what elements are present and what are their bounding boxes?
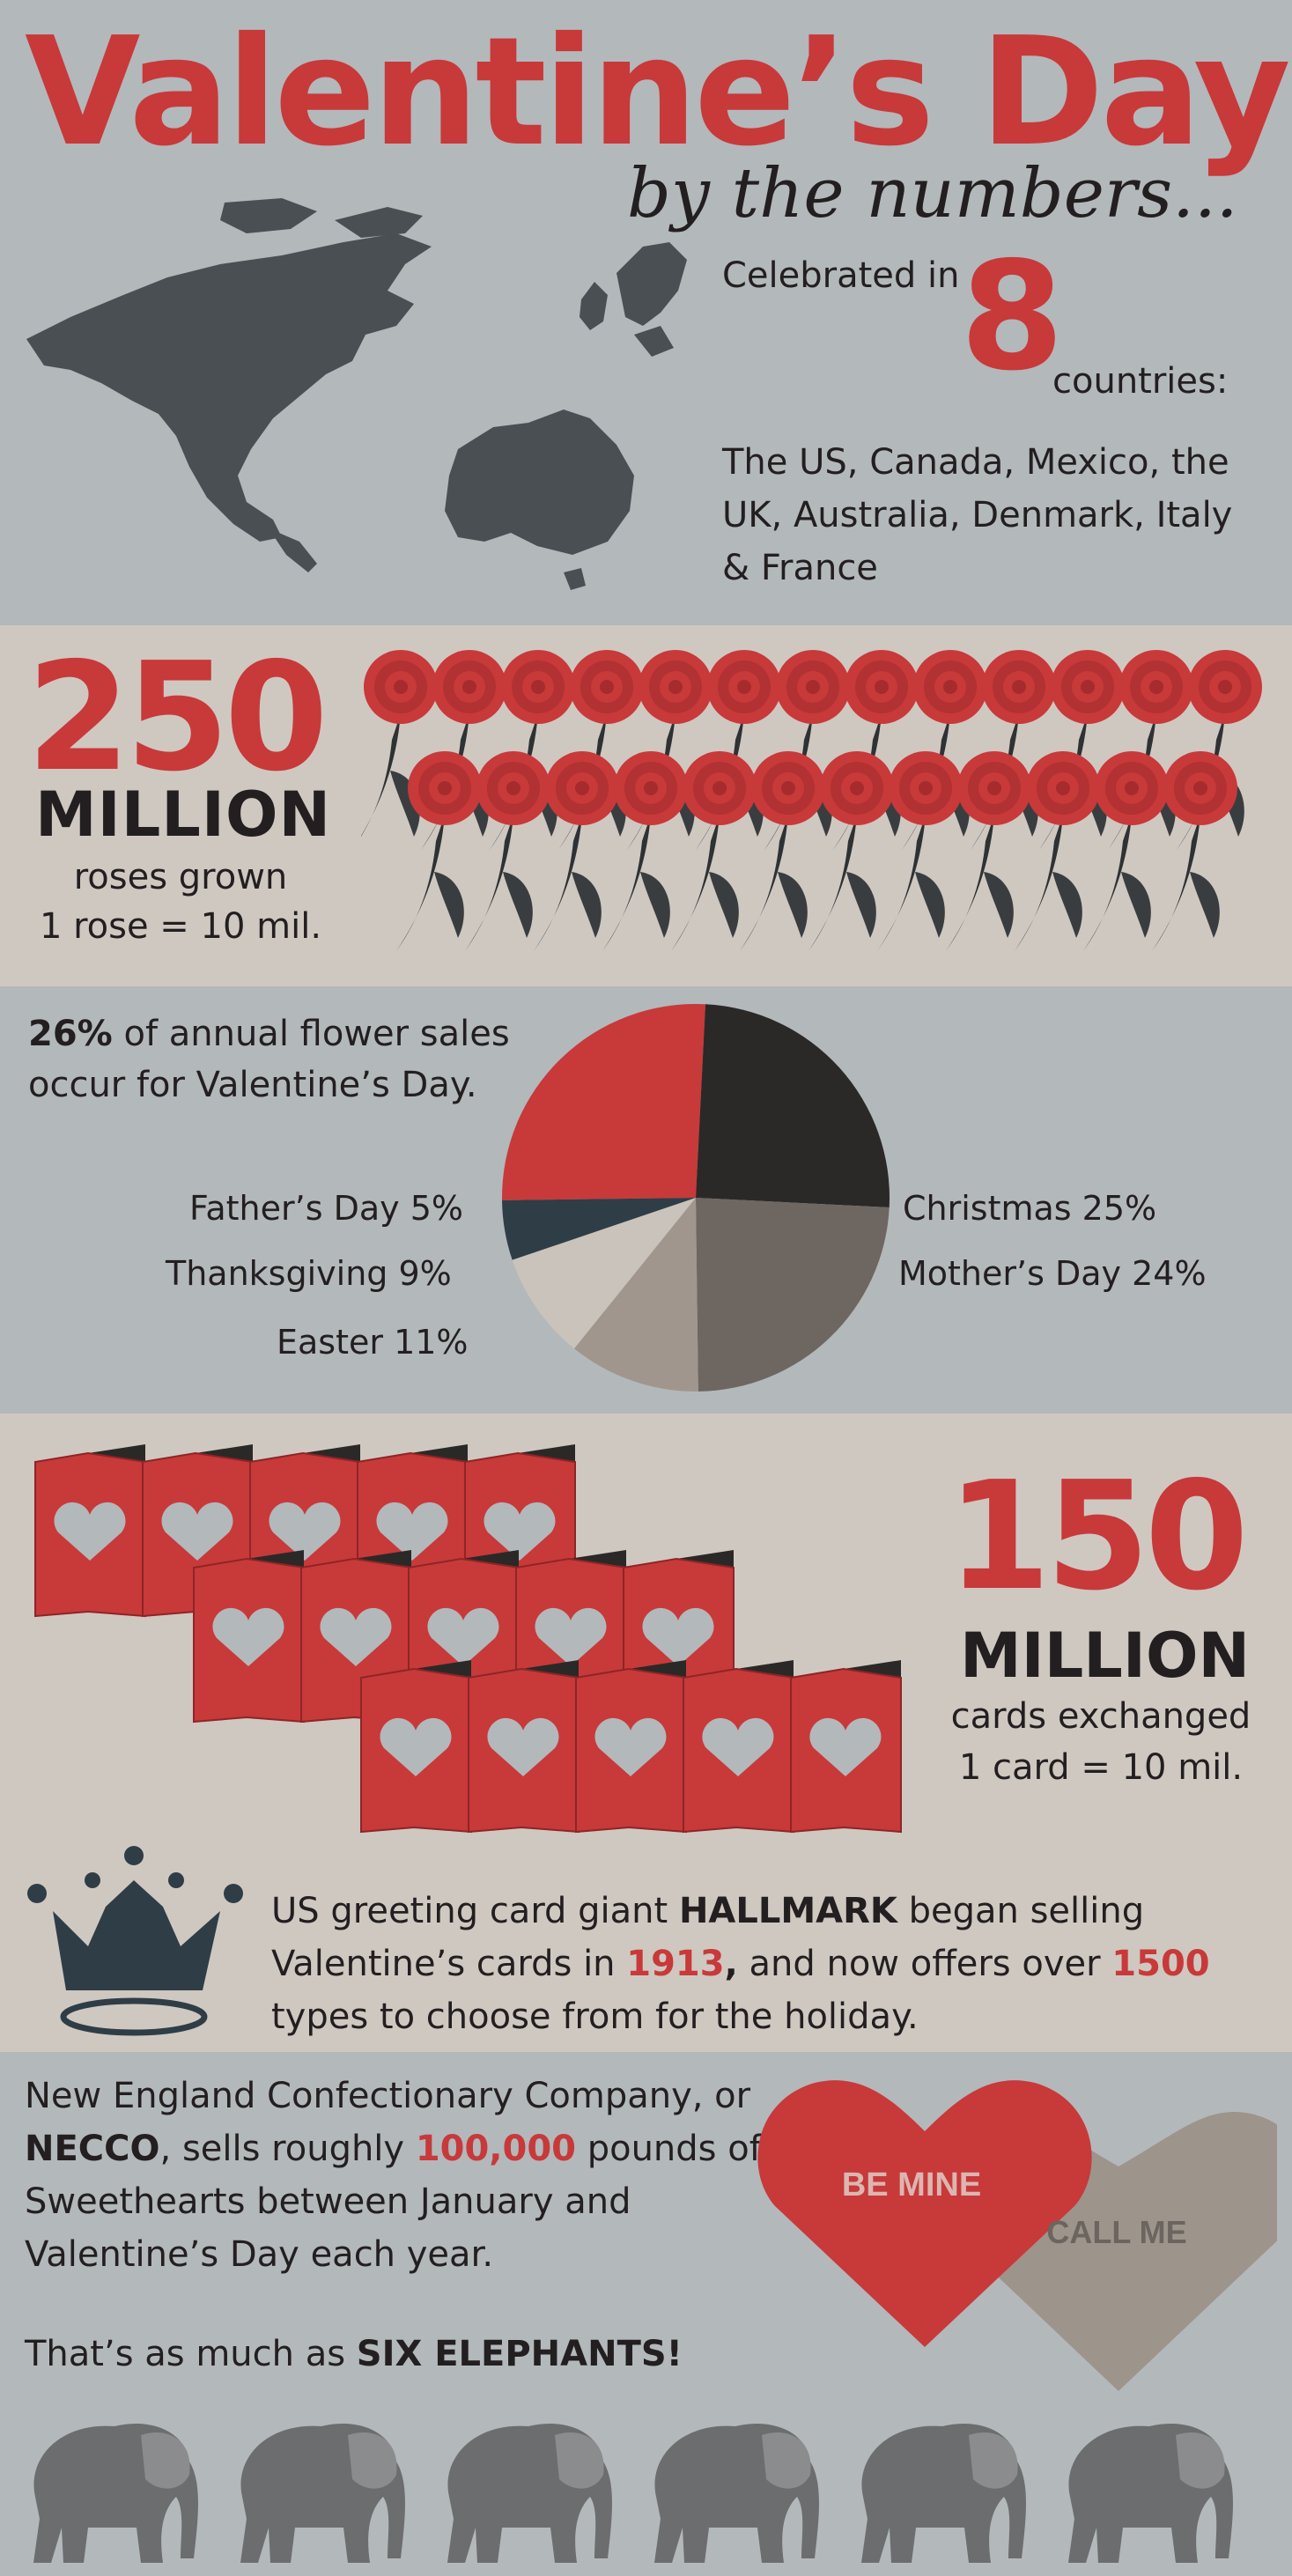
rose-icon xyxy=(465,751,550,951)
roses-label: roses grown xyxy=(73,857,288,897)
cards-number: 150 xyxy=(947,1450,1249,1624)
world-map-icon xyxy=(26,198,687,590)
hallmark-t1: US greeting card giant xyxy=(271,1891,679,1931)
card-icon xyxy=(468,1660,580,1834)
rose-icon xyxy=(1152,751,1237,951)
pie-slice-mother-s-day xyxy=(696,1198,890,1391)
candy-hearts: BE MINE CALL ME xyxy=(757,2080,1277,2391)
card-icon xyxy=(790,1660,902,1834)
hallmark-count: 1500 xyxy=(1111,1944,1210,1984)
hallmark-t5: types to choose from for the holiday. xyxy=(271,1997,919,2037)
necco-t2: , sells roughly xyxy=(159,2129,416,2169)
card-icon xyxy=(193,1550,305,1723)
elephant-icon xyxy=(1068,2423,1233,2563)
hallmark-brand: HALLMARK xyxy=(678,1891,897,1931)
rose-icon xyxy=(1015,751,1100,951)
rose-icon xyxy=(946,751,1031,951)
elephant-icon xyxy=(447,2423,612,2563)
card-icon xyxy=(683,1660,794,1834)
rose-icon xyxy=(534,751,619,951)
flower-percent: 26% xyxy=(28,1014,113,1054)
hallmark-t2: began selling Valentine’s cards in xyxy=(271,1891,1145,1984)
heart2-text: CALL ME xyxy=(1046,2214,1186,2250)
cards-label: cards exchanged xyxy=(950,1696,1251,1737)
elephant-icon xyxy=(33,2423,198,2563)
rose-icon xyxy=(740,751,825,951)
pie-slice-easter xyxy=(573,1198,698,1391)
necco-brand: NECCO xyxy=(25,2129,160,2169)
cards-pictogram xyxy=(34,1444,902,1834)
cards-scale: 1 card = 10 mil. xyxy=(958,1747,1244,1788)
necco-amount: 100,000 xyxy=(415,2129,576,2169)
roses-pictogram xyxy=(361,650,1262,951)
country-list: The US, Canada, Mexico, the UK, Australi… xyxy=(722,442,1233,588)
crown-icon xyxy=(27,1846,243,2036)
rose-icon xyxy=(902,650,987,850)
rose-icon xyxy=(877,751,963,951)
pie-slice-valentine-s-day xyxy=(502,1004,705,1200)
hallmark-text: US greeting card giant HALLMARK began se… xyxy=(271,1885,1266,2043)
flower-sales-text: 26% of annual flower sales occur for Val… xyxy=(28,1008,557,1111)
celebrated-text: Celebrated in xyxy=(722,255,960,296)
necco-text: New England Confectionary Company, or NE… xyxy=(25,2070,782,2281)
hallmark-year: 1913 xyxy=(626,1944,725,1984)
rose-icon xyxy=(808,751,894,951)
six-prefix: That’s as much as xyxy=(25,2334,357,2374)
card-icon xyxy=(360,1660,472,1834)
elephants-pictogram xyxy=(33,2423,1233,2563)
elephant-icon xyxy=(240,2423,405,2563)
pie-label-thanksgiving: Thanksgiving 9% xyxy=(166,1254,452,1293)
roses-million: MILLION xyxy=(35,779,332,851)
country-count: 8 xyxy=(960,230,1065,404)
hallmark-t4: and now offers over xyxy=(737,1944,1112,1984)
pie-slice-christmas xyxy=(696,1004,890,1207)
card-icon xyxy=(34,1444,146,1618)
pie-slice-thanksgiving xyxy=(512,1198,696,1349)
six-elephants-text: That’s as much as SIX ELEPHANTS! xyxy=(25,2334,683,2374)
roses-scale: 1 rose = 10 mil. xyxy=(39,906,322,947)
rose-icon xyxy=(396,751,482,951)
countries-suffix: countries: xyxy=(1052,361,1229,402)
flower-sales-pie-chart xyxy=(502,1004,890,1391)
cards-caption: cards exchanged 1 card = 10 mil. xyxy=(925,1691,1277,1793)
elephant-icon xyxy=(861,2423,1026,2563)
pie-label-christmas: Christmas 25% xyxy=(903,1189,1157,1228)
rose-icon xyxy=(1083,751,1169,951)
necco-t1: New England Confectionary Company, or xyxy=(25,2076,751,2116)
roses-number: 250 xyxy=(26,631,329,805)
cards-million: MILLION xyxy=(960,1620,1251,1692)
six-bold: SIX ELEPHANTS! xyxy=(356,2334,683,2374)
rose-icon xyxy=(421,650,506,850)
rose-icon xyxy=(602,751,688,951)
heart1-text: BE MINE xyxy=(842,2166,981,2203)
rose-icon xyxy=(671,751,757,951)
page-title: Valentine’s Day xyxy=(25,5,1291,180)
pie-label-mothers: Mother’s Day 24% xyxy=(898,1254,1207,1293)
pie-slice-father-s-day xyxy=(502,1198,696,1260)
roses-caption: roses grown 1 rose = 10 mil. xyxy=(0,853,361,951)
flower-sales-desc: of annual flower sales occur for Valenti… xyxy=(28,1014,510,1105)
pie-label-easter: Easter 11% xyxy=(277,1323,469,1362)
hallmark-comma: , xyxy=(724,1944,738,1984)
card-icon xyxy=(575,1660,687,1834)
pie-label-fathers: Father’s Day 5% xyxy=(189,1189,463,1228)
elephant-icon xyxy=(654,2423,819,2563)
page-subtitle: by the numbers... xyxy=(627,154,1238,233)
be-mine-heart-icon xyxy=(757,2080,1092,2347)
necco-t3: pounds of Sweethearts between January an… xyxy=(25,2129,762,2275)
